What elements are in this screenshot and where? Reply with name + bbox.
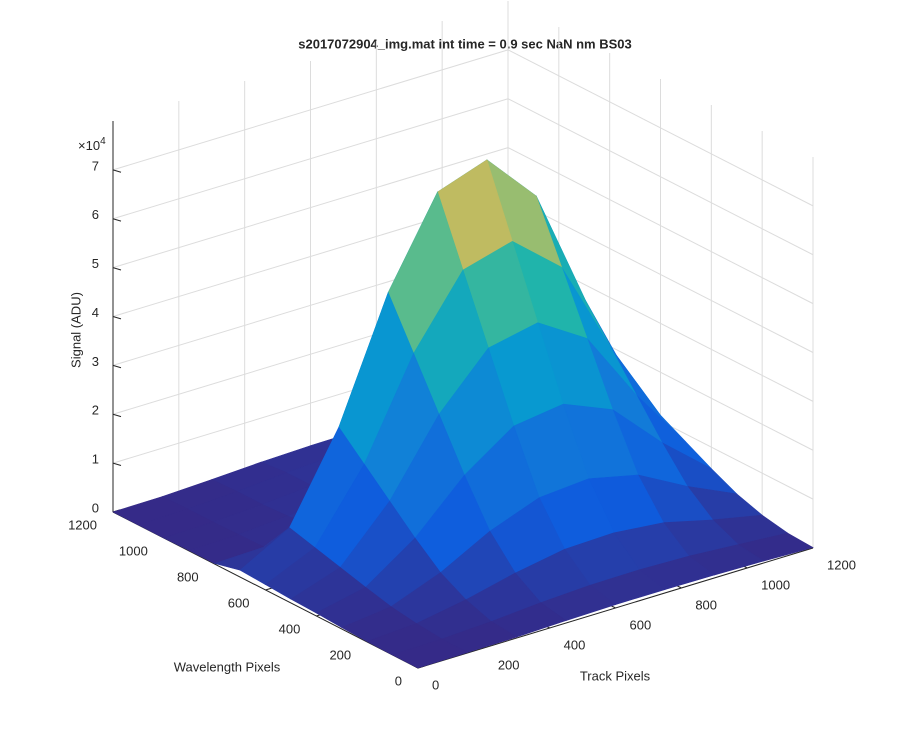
x-tick-label: 1200: [827, 557, 856, 572]
y-tick-label: 800: [177, 569, 199, 584]
z-tick-label: 6: [92, 207, 99, 222]
z-tick-label: 3: [92, 354, 99, 369]
z-tick: [112, 462, 122, 467]
x-axis-label: Track Pixels: [580, 668, 651, 683]
x-tick-label: 600: [630, 617, 652, 632]
z-axis-label: Signal (ADU): [68, 292, 83, 368]
z-tick-label: 2: [92, 403, 99, 418]
x-tick-label: 800: [695, 597, 717, 612]
z-multiplier-exponent: 4: [100, 136, 106, 147]
z-tick: [112, 169, 122, 173]
surface-cell: [391, 638, 469, 669]
y-tick-label: 200: [329, 647, 351, 662]
z-tick: [112, 413, 122, 418]
z-tick-label: 0: [92, 500, 99, 515]
chart-title: s2017072904_img.mat int time = 0.9 sec N…: [298, 36, 632, 51]
y-tick-label: 600: [228, 595, 250, 610]
z-tick: [112, 218, 122, 222]
z-tick-label: 5: [92, 256, 99, 271]
z-tick: [112, 267, 122, 271]
z-multiplier: ×104: [78, 136, 106, 154]
z-tick: [112, 316, 122, 320]
z-tick-label: 7: [92, 158, 99, 173]
y-tick-label: 400: [279, 621, 301, 636]
x-tick-label: 200: [498, 657, 520, 672]
z-tick-label: 4: [92, 305, 99, 320]
y-tick-label: 0: [395, 673, 402, 688]
z-tick-label: 1: [92, 452, 99, 467]
y-axis-label: Wavelength Pixels: [174, 659, 281, 674]
z-multiplier-base: ×10: [78, 138, 100, 153]
z-tick: [112, 364, 122, 369]
y-tick-label: 1200: [68, 517, 97, 532]
y-tick-label: 1000: [119, 543, 148, 558]
x-tick-label: 1000: [761, 577, 790, 592]
x-tick-label: 400: [564, 637, 586, 652]
x-tick-label: 0: [432, 677, 439, 692]
